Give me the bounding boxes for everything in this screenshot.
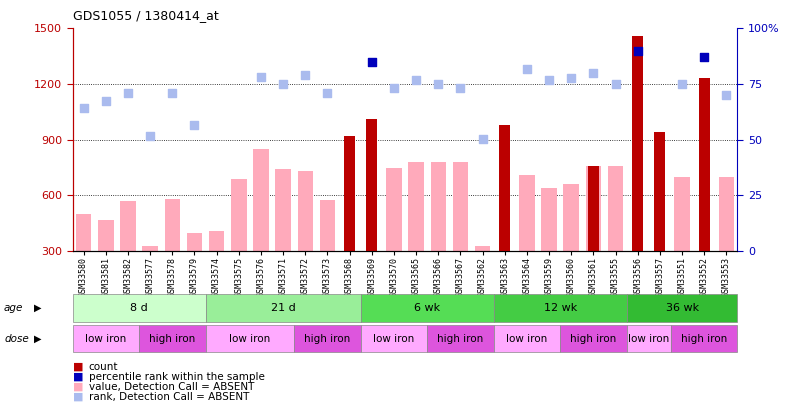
Bar [563, 184, 579, 251]
Text: 36 wk: 36 wk [666, 303, 699, 313]
Bar [499, 125, 510, 251]
Text: ■: ■ [73, 362, 83, 371]
Bar [654, 132, 666, 251]
Point [77, 105, 90, 111]
Bar [209, 231, 224, 251]
Bar [453, 162, 468, 251]
Bar [344, 136, 355, 251]
Bar [586, 166, 601, 251]
Bar [519, 175, 534, 251]
Point [409, 77, 422, 83]
Text: 8 d: 8 d [130, 303, 148, 313]
Text: high iron: high iron [305, 334, 351, 343]
Point [521, 66, 534, 72]
Text: low iron: low iron [628, 334, 670, 343]
Text: high iron: high iron [438, 334, 484, 343]
Bar [588, 166, 599, 251]
Point [476, 136, 489, 142]
Bar [632, 36, 643, 251]
Text: GDS1055 / 1380414_at: GDS1055 / 1380414_at [73, 9, 218, 22]
Point [365, 58, 378, 65]
Text: low iron: low iron [85, 334, 127, 343]
Point [188, 122, 201, 128]
Point [675, 81, 688, 87]
Text: 6 wk: 6 wk [414, 303, 440, 313]
Bar [699, 79, 710, 251]
Bar [297, 171, 313, 251]
Text: low iron: low iron [229, 334, 271, 343]
Point [565, 75, 578, 82]
Bar [366, 119, 377, 251]
Text: value, Detection Call = ABSENT: value, Detection Call = ABSENT [89, 382, 254, 392]
Bar [475, 245, 490, 251]
Text: 21 d: 21 d [271, 303, 296, 313]
Point [720, 92, 733, 98]
Point [299, 72, 312, 78]
Point [143, 133, 156, 139]
Text: count: count [89, 362, 118, 371]
Text: dose: dose [4, 334, 29, 343]
Bar [76, 214, 91, 251]
Text: age: age [4, 303, 23, 313]
Point [587, 70, 600, 76]
Point [276, 81, 289, 87]
Point [321, 90, 334, 96]
Text: low iron: low iron [506, 334, 547, 343]
Point [454, 85, 467, 91]
Text: high iron: high iron [681, 334, 727, 343]
Point [631, 47, 644, 54]
Bar [187, 232, 202, 251]
Bar [542, 188, 557, 251]
Bar [143, 245, 158, 251]
Bar [98, 220, 114, 251]
Point [609, 81, 622, 87]
Point [255, 73, 268, 80]
Point [99, 98, 112, 104]
Text: ■: ■ [73, 392, 83, 402]
Bar [719, 177, 734, 251]
Text: rank, Detection Call = ABSENT: rank, Detection Call = ABSENT [89, 392, 249, 402]
Bar [320, 200, 335, 251]
Bar [430, 162, 446, 251]
Text: ■: ■ [73, 372, 83, 382]
Bar [608, 166, 623, 251]
Point [122, 90, 135, 96]
Text: high iron: high iron [149, 334, 195, 343]
Bar [675, 177, 690, 251]
Point [698, 54, 711, 60]
Bar [120, 201, 135, 251]
Text: ▶: ▶ [34, 303, 41, 313]
Bar [253, 149, 268, 251]
Text: low iron: low iron [373, 334, 414, 343]
Text: percentile rank within the sample: percentile rank within the sample [89, 372, 264, 382]
Bar [276, 169, 291, 251]
Bar [164, 199, 180, 251]
Text: ▶: ▶ [34, 334, 41, 343]
Text: 12 wk: 12 wk [543, 303, 577, 313]
Point [542, 77, 555, 83]
Point [166, 90, 179, 96]
Bar [409, 162, 424, 251]
Bar [231, 179, 247, 251]
Text: ■: ■ [73, 382, 83, 392]
Bar [386, 168, 401, 251]
Text: high iron: high iron [571, 334, 617, 343]
Point [432, 81, 445, 87]
Point [388, 85, 401, 91]
